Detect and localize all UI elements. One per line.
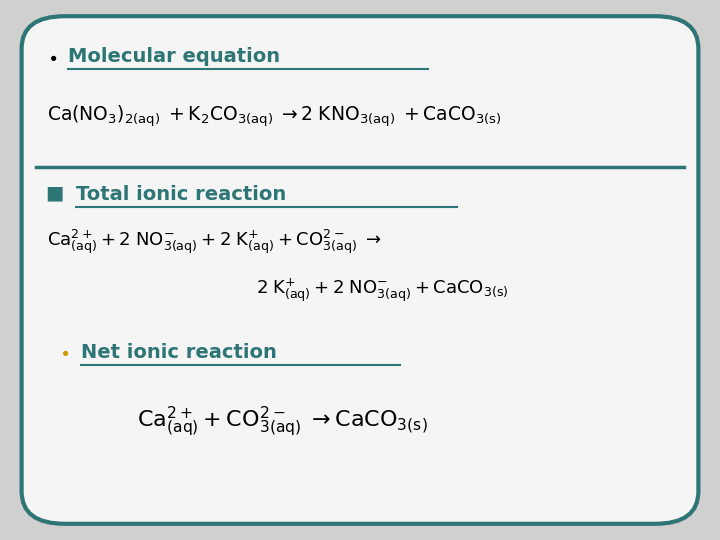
Text: $\mathrm{Ca^{2+}_{(aq)}+CO^{2-}_{3(aq)}\;\rightarrow CaCO_{3(s)}}$: $\mathrm{Ca^{2+}_{(aq)}+CO^{2-}_{3(aq)}\… bbox=[137, 405, 428, 440]
Text: $\mathrm{Ca(NO_3)_{2(aq)}\; +K_2CO_{3(aq)}\; \rightarrow 2\; KNO_{3(aq)}\; +CaCO: $\mathrm{Ca(NO_3)_{2(aq)}\; +K_2CO_{3(aq… bbox=[47, 103, 502, 129]
Text: $\bullet$: $\bullet$ bbox=[47, 48, 57, 66]
Text: $\blacksquare$: $\blacksquare$ bbox=[45, 185, 63, 204]
Text: Total ionic reaction: Total ionic reaction bbox=[76, 185, 286, 204]
Text: Net ionic reaction: Net ionic reaction bbox=[81, 342, 276, 362]
Text: Molecular equation: Molecular equation bbox=[68, 47, 281, 66]
Text: $\mathrm{Ca^{2+}_{(aq)}+2\;NO^{-}_{3(aq)}+2\;K^{+}_{(aq)}+CO^{2-}_{3(aq)}\;\righ: $\mathrm{Ca^{2+}_{(aq)}+2\;NO^{-}_{3(aq)… bbox=[47, 227, 381, 255]
Text: $\bullet$: $\bullet$ bbox=[59, 343, 69, 361]
Text: $\mathrm{2\;K^{+}_{(aq)}+2\;NO^{-}_{3(aq)}+CaCO_{3(s)}}$: $\mathrm{2\;K^{+}_{(aq)}+2\;NO^{-}_{3(aq… bbox=[256, 276, 508, 304]
FancyBboxPatch shape bbox=[22, 16, 698, 524]
